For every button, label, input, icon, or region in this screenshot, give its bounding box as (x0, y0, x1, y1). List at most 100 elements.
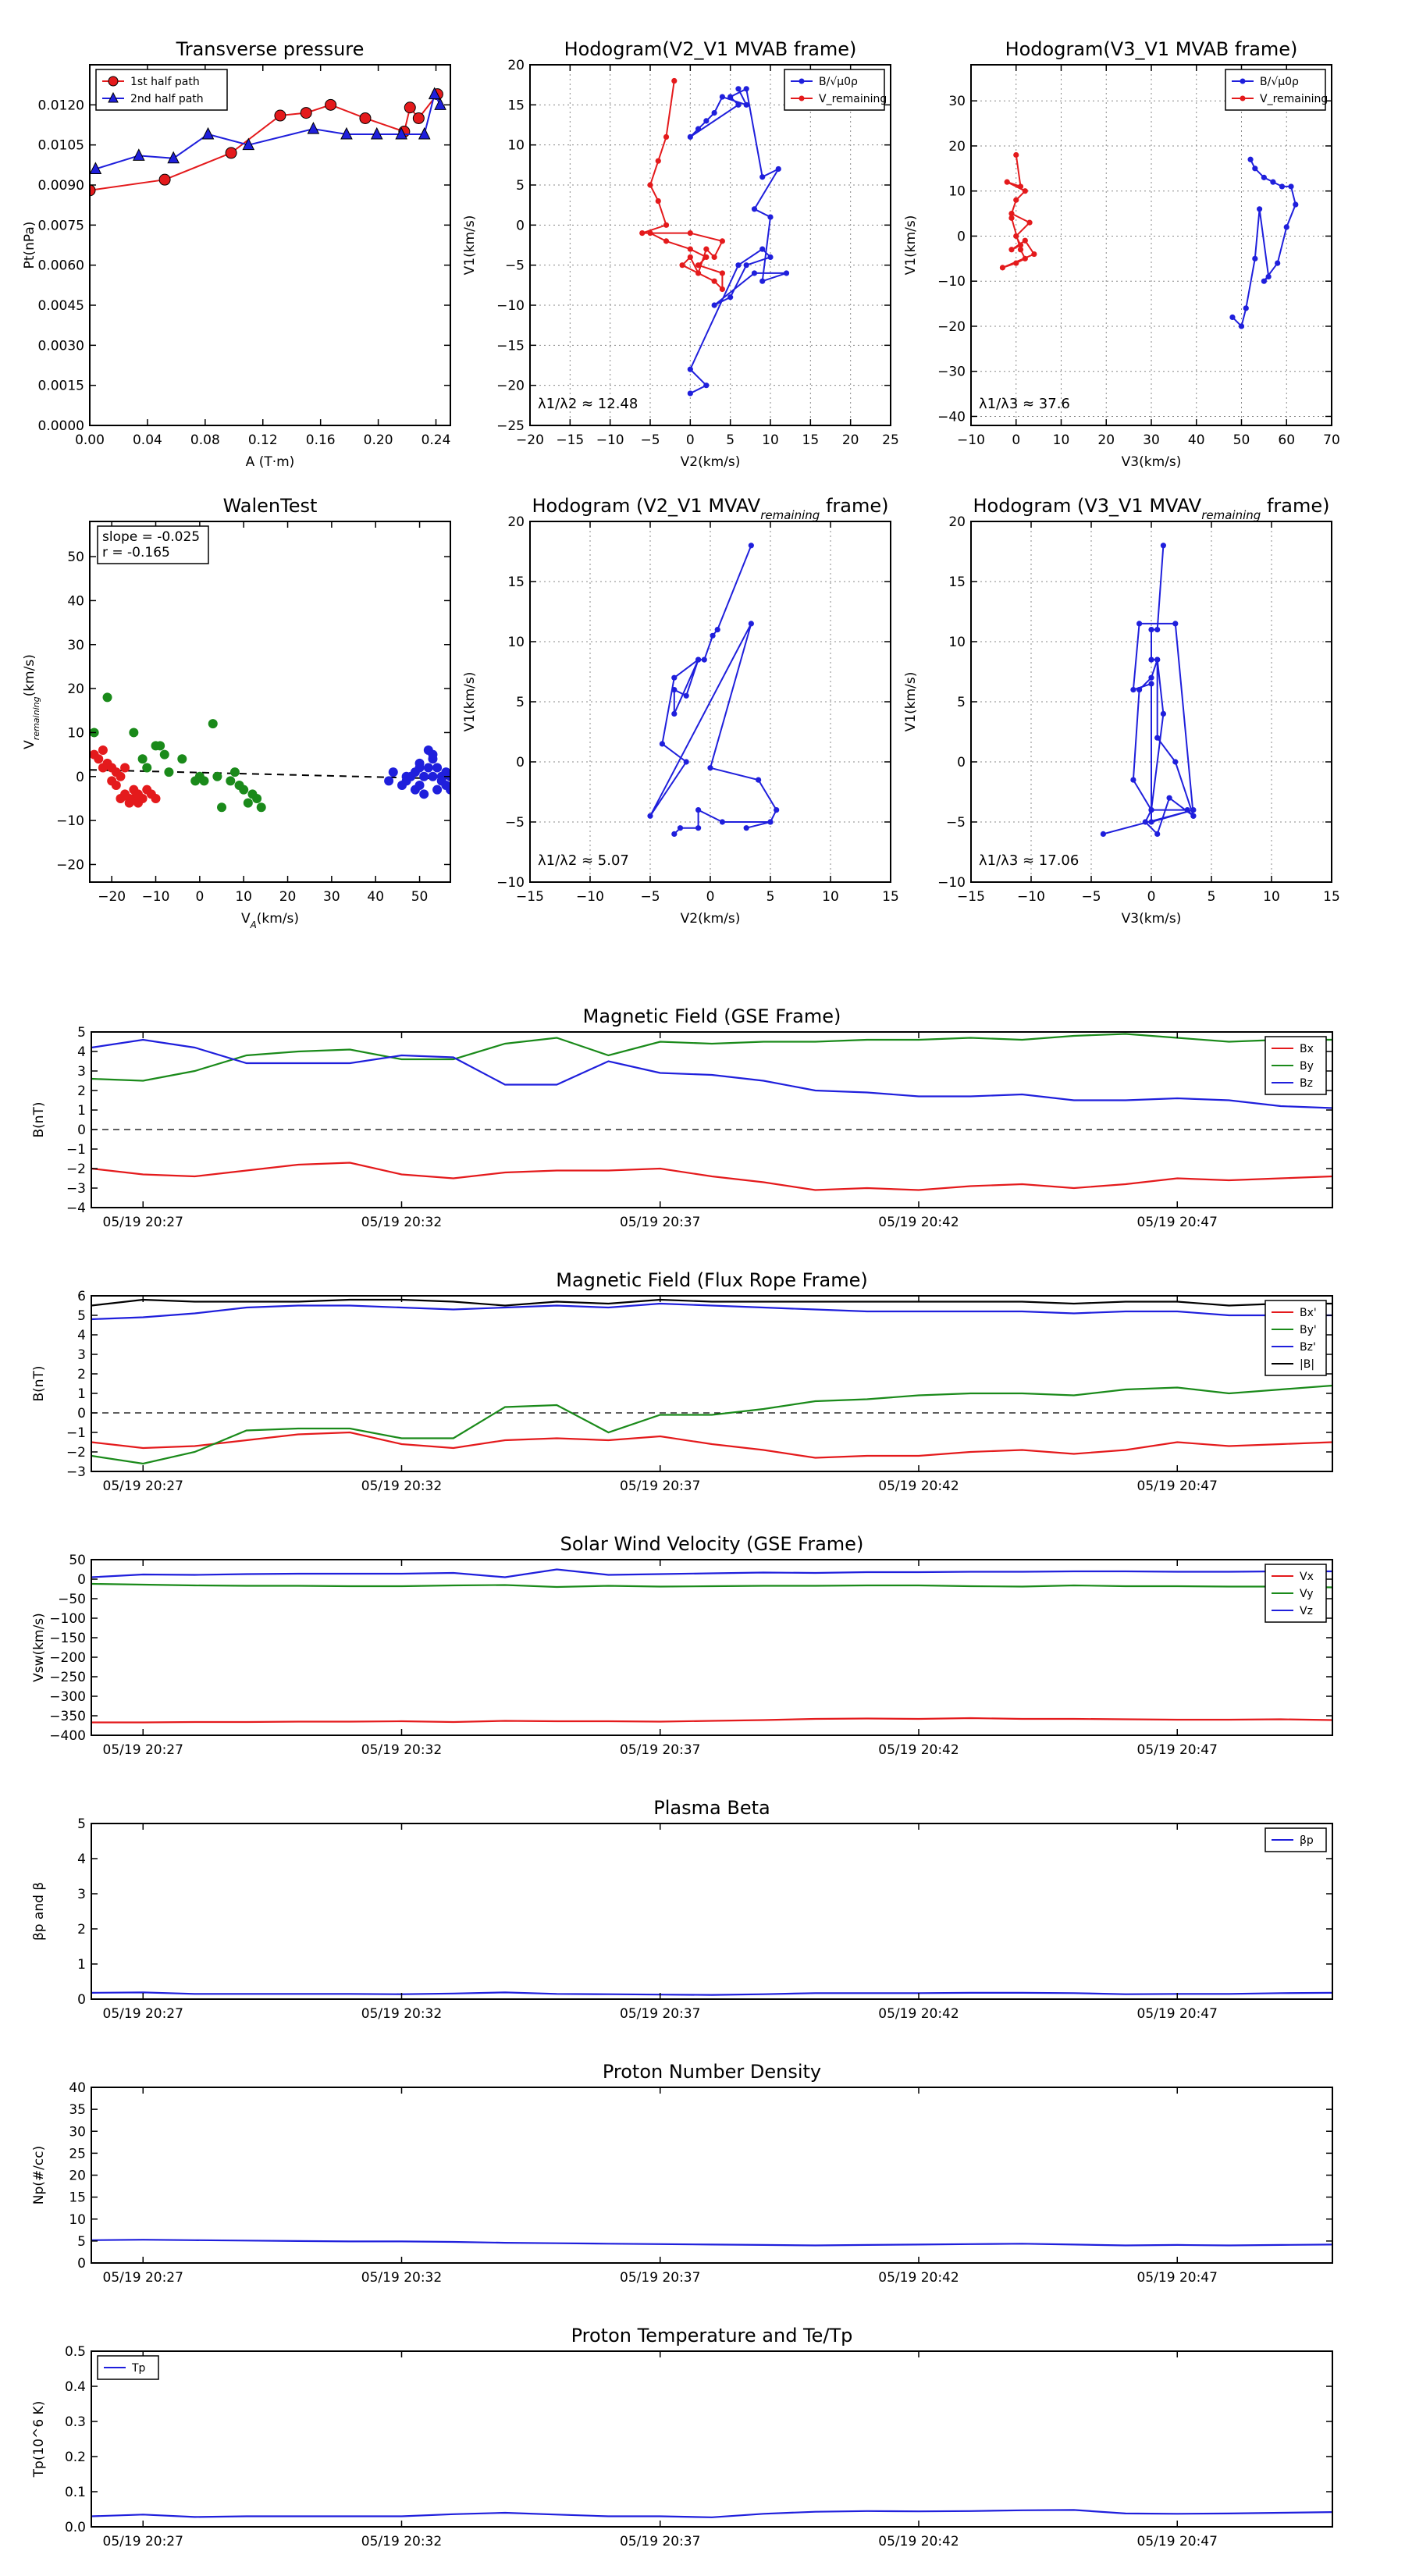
plot-frame (91, 1295, 1333, 1472)
data-point (428, 749, 438, 760)
y-tick-label: −20 (937, 319, 966, 335)
y-tick-label: 15 (69, 2190, 86, 2206)
series-line-Bx (91, 1162, 1332, 1191)
y-tick-label: 50 (67, 550, 84, 565)
y-tick-label: 0 (77, 1406, 86, 1421)
data-point (707, 765, 713, 771)
y-tick-label: 10 (67, 725, 84, 741)
data-point (759, 174, 766, 180)
data-point (1142, 819, 1148, 825)
y-axis-label: Tp(10^6 K) (31, 2401, 47, 2478)
data-point (671, 77, 678, 84)
y-tick-label: 0.0060 (38, 258, 84, 274)
y-axis-label: V1(km/s) (903, 215, 919, 276)
x-tick-label: 05/19 20:47 (1137, 2006, 1218, 2022)
y-tick-label: −10 (496, 298, 525, 314)
chart-title: Solar Wind Velocity (GSE Frame) (560, 1533, 864, 1555)
legend-label: 2nd half path (130, 93, 204, 105)
x-tick-label: 05/19 20:27 (103, 1478, 183, 1494)
data-point (419, 789, 429, 799)
data-point (432, 785, 443, 795)
data-point (274, 109, 286, 122)
x-tick-label: 05/19 20:27 (103, 1215, 183, 1230)
x-tick-label: 05/19 20:47 (1137, 1478, 1218, 1494)
y-tick-label: 4 (77, 1044, 86, 1060)
series-line-By' (91, 1384, 1332, 1465)
y-axis-label: Vremaining(km/s) (22, 654, 41, 749)
data-point (663, 222, 670, 228)
data-point (1148, 674, 1154, 681)
y-tick-label: −400 (49, 1728, 86, 1744)
data-point (256, 802, 266, 813)
plot-area (91, 1568, 1332, 1724)
x-tick-label: 0.00 (75, 432, 105, 448)
data-point (1017, 242, 1024, 248)
y-tick-label: 0.0000 (38, 418, 84, 434)
series-line-0 (91, 2239, 1332, 2247)
y-tick-label: 0.0030 (38, 338, 84, 354)
y-tick-label: −4 (66, 1201, 86, 1216)
chart-title: WalenTest (223, 495, 318, 517)
series-line-βp (91, 1991, 1332, 1996)
data-point (663, 238, 670, 244)
legend-marker (799, 95, 805, 101)
data-point (743, 101, 749, 108)
data-point (735, 262, 742, 269)
x-tick-label: 0.16 (306, 432, 336, 448)
y-tick-label: 40 (69, 2080, 86, 2096)
data-point (395, 126, 407, 140)
data-point (719, 286, 726, 293)
stats-line: slope = -0.025 (102, 529, 200, 545)
x-tick-label: 05/19 20:32 (361, 2270, 442, 2286)
y-tick-label: 10 (69, 2212, 86, 2228)
series-line-Bx' (91, 1431, 1332, 1459)
legend-label: V_remaining (819, 93, 887, 105)
data-point (1148, 807, 1154, 813)
legend-marker (799, 78, 805, 84)
data-point (774, 807, 780, 813)
y-tick-label: 6 (77, 1289, 86, 1304)
data-point (735, 86, 742, 92)
y-tick-label: 0 (77, 2256, 86, 2272)
y-tick-label: 15 (507, 98, 525, 113)
plot-area (91, 1298, 1332, 1465)
data-point (775, 165, 781, 173)
legend-label: B/√μ0ρ (1260, 76, 1299, 88)
data-point (683, 759, 689, 765)
data-point (1265, 273, 1272, 280)
data-point (120, 763, 130, 773)
x-tick-label: 30 (1143, 432, 1160, 448)
data-point (208, 719, 218, 729)
x-tick-label: 05/19 20:37 (620, 2006, 700, 2022)
data-point (719, 270, 726, 276)
data-point (1136, 621, 1143, 627)
chart-magnetic-field-flux-rope: Magnetic Field (Flux Rope Frame) −3 −2 −1 0 1… (31, 1269, 1333, 1494)
series-line-Tp (91, 2509, 1332, 2518)
data-point (679, 262, 685, 269)
x-tick-label: 0.12 (248, 432, 278, 448)
data-point (1148, 681, 1154, 687)
data-point (1148, 656, 1154, 663)
plot-area (639, 77, 790, 397)
plot-area (91, 1991, 1332, 1996)
plot-area (90, 87, 446, 197)
x-tick-label: 10 (762, 432, 779, 448)
y-axis-label: βp and β (31, 1882, 47, 1941)
data-point (102, 692, 112, 703)
data-point (1154, 735, 1161, 741)
data-point (1013, 151, 1019, 158)
y-tick-label: 20 (948, 139, 966, 155)
y-tick-label: −2 (66, 1162, 86, 1177)
data-point (1261, 174, 1267, 180)
y-axis-label: V1(km/s) (903, 672, 919, 732)
data-point (703, 118, 710, 124)
x-tick-label: −20 (98, 889, 126, 905)
data-point (1190, 813, 1197, 819)
series-line-B/√μ0ρ (689, 87, 787, 394)
y-tick-label: 0 (516, 755, 525, 770)
data-point (1154, 627, 1161, 633)
data-point (151, 793, 161, 803)
y-tick-label: −5 (505, 815, 525, 831)
x-tick-label: 05/19 20:32 (361, 1478, 442, 1494)
